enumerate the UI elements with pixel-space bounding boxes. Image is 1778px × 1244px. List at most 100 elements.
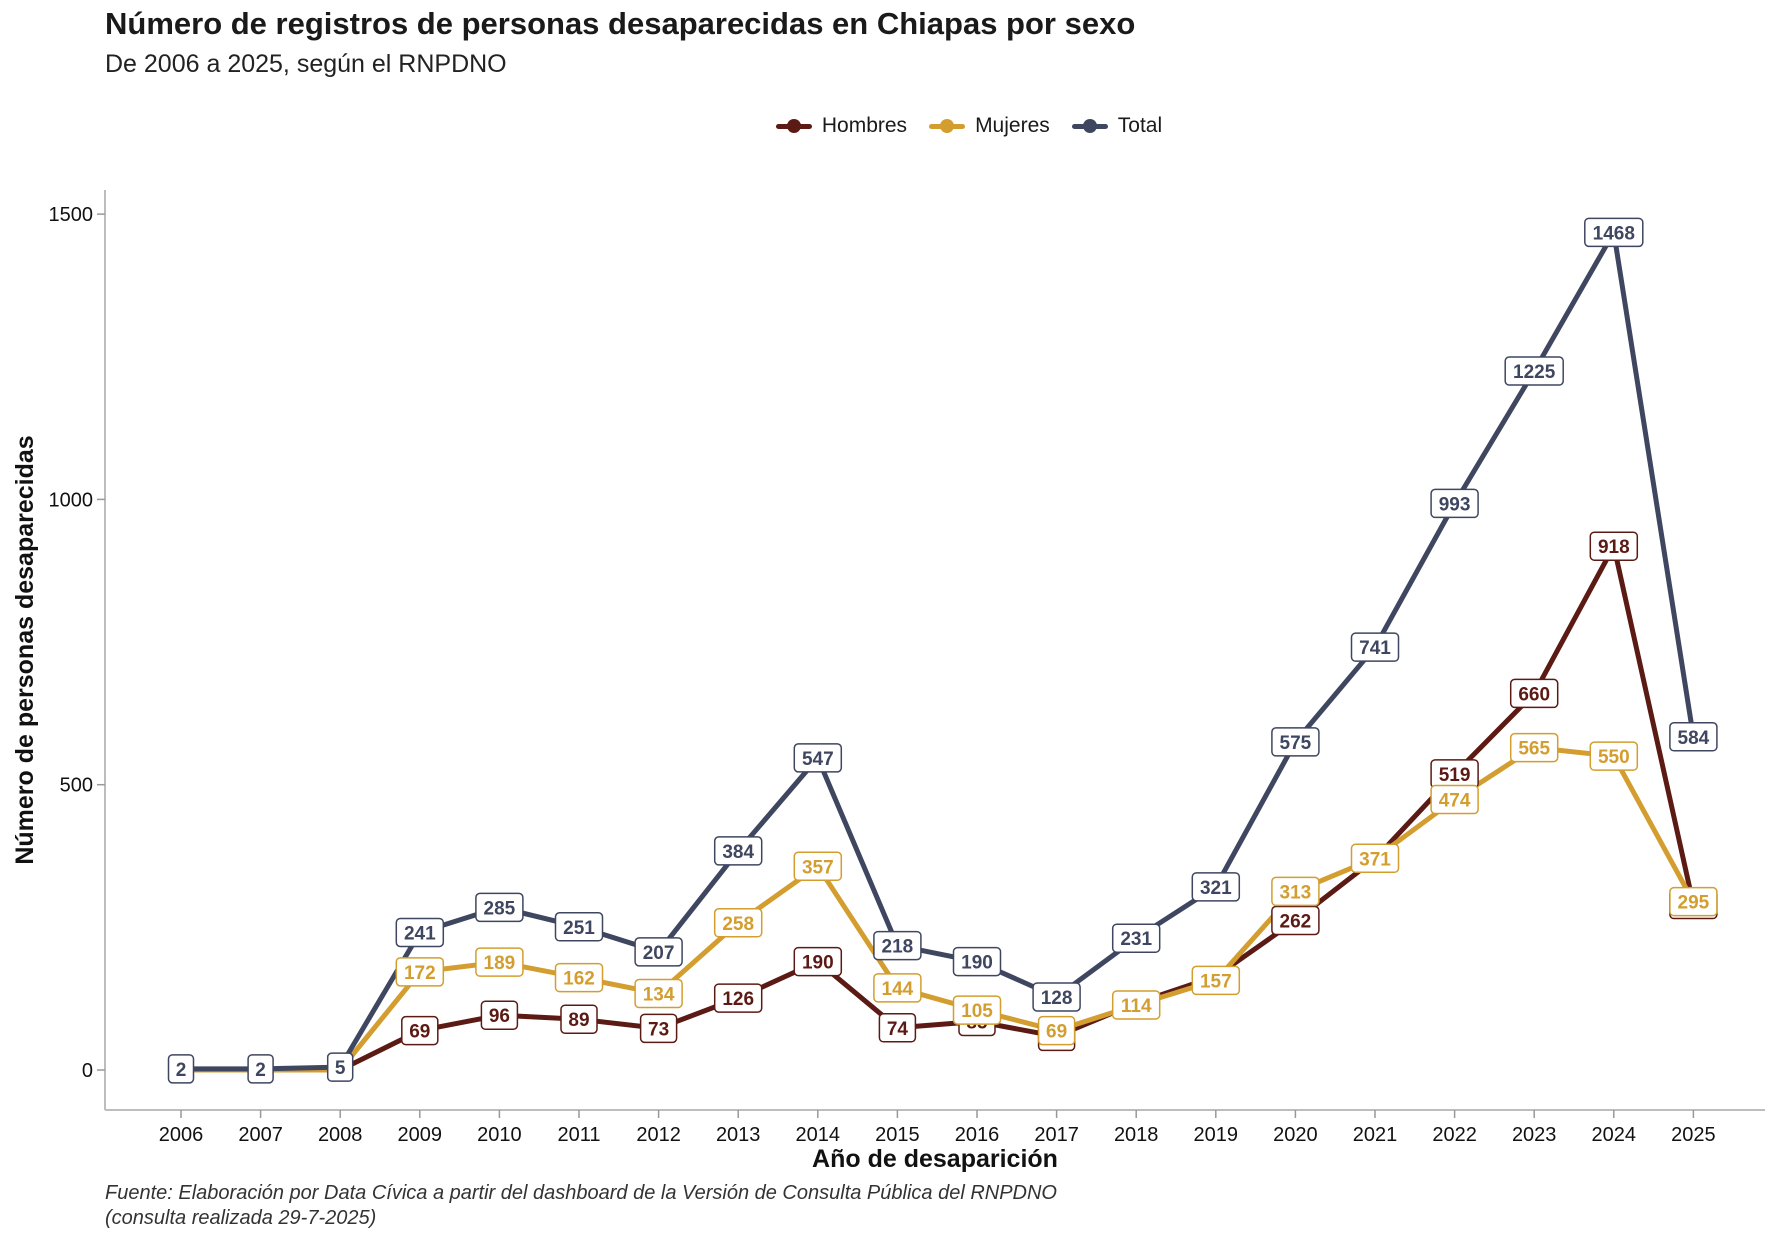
data-label-mujeres-2018: 114	[1121, 996, 1152, 1017]
legend-item-total: Total	[1071, 114, 1162, 138]
data-label-mujeres-2022: 474	[1439, 791, 1471, 812]
data-label-hombres-2013: 126	[722, 989, 754, 1010]
data-label-mujeres-2015: 144	[882, 979, 914, 1000]
data-label-box-total-2019	[1191, 872, 1241, 902]
legend-key-mujeres	[929, 118, 966, 133]
legend-key-total	[1071, 118, 1108, 133]
x-tick-label-2014: 2014	[796, 1124, 841, 1146]
data-label-total-2010: 285	[484, 898, 516, 919]
data-label-box-total-2024	[1584, 217, 1644, 248]
data-label-total-2013: 384	[722, 842, 754, 863]
data-label-mujeres-2013: 258	[722, 914, 754, 935]
data-label-box-hombres-2015	[878, 1013, 917, 1043]
data-label-hombres-2011: 89	[568, 1010, 589, 1031]
data-label-box-mujeres-2025	[1669, 886, 1718, 917]
data-label-box-total-2025	[1669, 722, 1718, 752]
data-label-total-2017: 128	[1041, 988, 1073, 1009]
data-label-hombres-2022: 519	[1439, 765, 1471, 786]
data-label-hombres-2024: 918	[1598, 537, 1630, 558]
chart-title: Número de registros de personas desapare…	[105, 6, 1136, 41]
data-label-box-hombres-2014	[793, 946, 843, 977]
data-label-mujeres-2009: 172	[404, 963, 436, 984]
data-label-total-2007: 2	[255, 1060, 266, 1081]
x-tick-label-2013: 2013	[716, 1124, 761, 1146]
data-label-box-mujeres-2018	[1111, 990, 1161, 1020]
data-label-box-total-2014	[793, 743, 843, 773]
data-label-box-mujeres-2017	[1037, 1015, 1076, 1046]
y-axis-title: Número de personas desaparecidas	[11, 435, 39, 864]
data-label-hombres-2012: 73	[648, 1019, 669, 1040]
data-label-box-total-2017	[1032, 982, 1081, 1012]
data-label-mujeres-2014: 357	[802, 857, 834, 878]
data-label-box-total-2022	[1430, 488, 1479, 519]
data-label-box-mujeres-2016	[952, 995, 1002, 1025]
x-tick-label-2024: 2024	[1592, 1124, 1637, 1146]
data-label-hombres-2020: 262	[1280, 912, 1312, 933]
data-label-total-2024: 1468	[1593, 223, 1635, 244]
data-label-box-hombres-2011	[560, 1004, 598, 1034]
data-label-box-mujeres-2020	[1271, 876, 1320, 907]
data-label-box-mujeres-2019	[1191, 965, 1241, 996]
legend-item-hombres: Hombres	[775, 114, 907, 138]
data-label-box-hombres-2023	[1509, 678, 1559, 709]
data-label-box-total-2015	[873, 930, 922, 961]
x-tick-label-2025: 2025	[1671, 1124, 1716, 1146]
x-tick-label-2009: 2009	[398, 1124, 443, 1146]
data-label-mujeres-2017: 69	[1046, 1022, 1067, 1043]
x-tick-label-2022: 2022	[1432, 1124, 1477, 1146]
caption-line-2: (consulta realizada 29-7-2025)	[105, 1207, 377, 1229]
legend: Hombres Mujeres Total	[0, 114, 1778, 138]
data-label-total-2023: 1225	[1513, 362, 1556, 383]
legend-label-mujeres: Mujeres	[975, 114, 1050, 137]
data-label-hombres-2023: 660	[1518, 684, 1550, 705]
data-label-box-mujeres-2010	[475, 947, 524, 977]
data-label-total-2014: 547	[802, 749, 834, 770]
chart-subtitle: De 2006 a 2025, según el RNPDNO	[105, 50, 507, 78]
x-tick-label-2015: 2015	[875, 1124, 920, 1146]
data-label-box-mujeres-2024	[1589, 741, 1639, 771]
data-label-box-mujeres-2015	[873, 973, 922, 1003]
data-label-box-mujeres-2012	[634, 978, 683, 1009]
data-label-mujeres-2023: 565	[1518, 739, 1550, 760]
data-label-box-mujeres-2014	[793, 851, 843, 882]
data-label-box-mujeres-2022	[1430, 784, 1479, 815]
y-tick-label-500: 500	[60, 775, 93, 797]
data-label-mujeres-2020: 313	[1280, 882, 1312, 903]
data-label-mujeres-2024: 550	[1598, 747, 1630, 768]
x-tick-label-2023: 2023	[1512, 1124, 1557, 1146]
data-label-box-total-2010	[475, 892, 524, 923]
legend-item-mujeres: Mujeres	[929, 114, 1050, 138]
x-tick-label-2010: 2010	[477, 1124, 522, 1146]
data-label-total-2009: 241	[404, 923, 436, 944]
legend-key-hombres	[775, 118, 812, 133]
data-label-total-2020: 575	[1280, 733, 1312, 754]
data-label-box-mujeres-2009	[395, 957, 445, 987]
x-tick-label-2020: 2020	[1273, 1124, 1318, 1146]
data-label-box-hombres-2010	[480, 1000, 519, 1030]
caption: Fuente: Elaboración por Data Cívica a pa…	[105, 1181, 1057, 1231]
data-label-box-total-2013	[713, 836, 763, 866]
data-label-mujeres-2025: 295	[1678, 893, 1710, 914]
data-label-box-mujeres-2011	[554, 962, 604, 993]
data-label-box-total-2006	[167, 1054, 195, 1084]
x-tick-label-2006: 2006	[159, 1124, 204, 1146]
x-tick-label-2016: 2016	[955, 1124, 1000, 1146]
data-label-mujeres-2016: 105	[961, 1001, 993, 1022]
x-tick-label-2019: 2019	[1194, 1124, 1239, 1146]
data-label-hombres-2009: 69	[409, 1022, 430, 1043]
data-label-hombres-2010: 96	[489, 1006, 510, 1027]
data-label-box-mujeres-2013	[713, 908, 763, 938]
x-tick-label-2012: 2012	[636, 1124, 681, 1146]
data-label-total-2025: 584	[1678, 728, 1710, 749]
data-label-box-hombres-2024	[1589, 531, 1639, 561]
data-label-box-total-2018	[1111, 923, 1161, 953]
data-label-mujeres-2019: 157	[1200, 971, 1232, 992]
data-label-total-2008: 5	[335, 1058, 346, 1079]
caption-line-1: Fuente: Elaboración por Data Cívica a pa…	[105, 1182, 1057, 1204]
data-label-total-2016: 190	[961, 953, 993, 974]
data-label-box-total-2009	[395, 917, 445, 948]
data-label-box-total-2023	[1504, 356, 1564, 386]
data-label-box-total-2021	[1350, 632, 1400, 662]
data-label-total-2006: 2	[176, 1060, 187, 1081]
